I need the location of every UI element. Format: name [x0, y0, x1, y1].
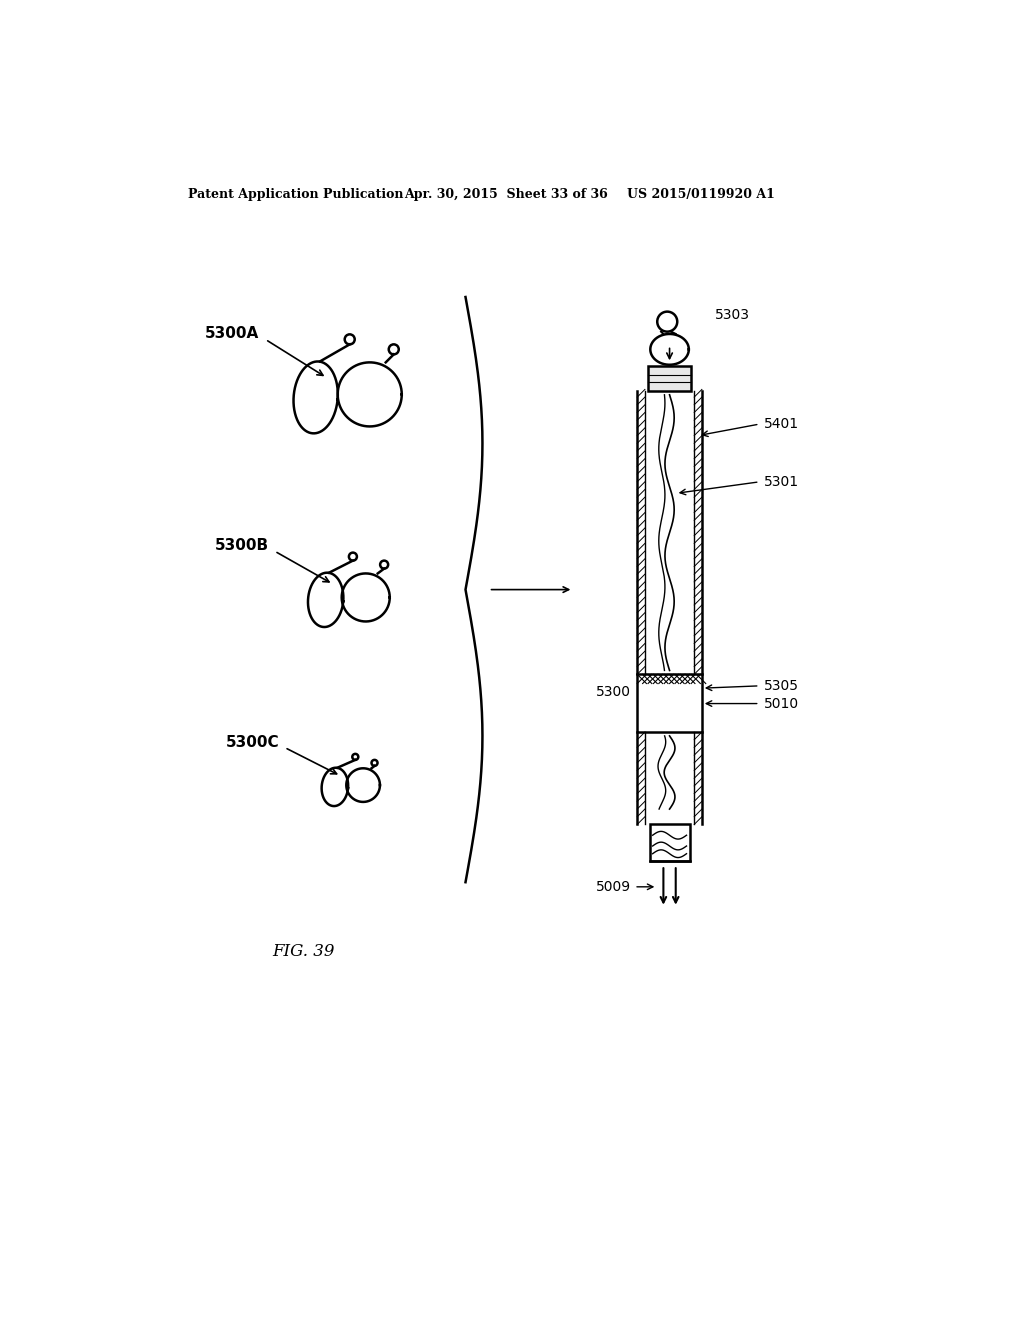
Text: 5401: 5401: [764, 417, 799, 432]
Text: Apr. 30, 2015  Sheet 33 of 36: Apr. 30, 2015 Sheet 33 of 36: [403, 187, 607, 201]
Bar: [648, 367, 691, 391]
Bar: [694, 391, 701, 675]
Text: 5300C: 5300C: [225, 734, 280, 750]
Text: 5305: 5305: [764, 678, 799, 693]
Text: 5300: 5300: [596, 685, 631, 698]
Text: 5010: 5010: [764, 697, 799, 710]
Text: 5300B: 5300B: [215, 539, 269, 553]
Text: FIG. 39: FIG. 39: [272, 942, 335, 960]
Text: 5009: 5009: [596, 880, 631, 894]
Text: Patent Application Publication: Patent Application Publication: [188, 187, 403, 201]
Bar: [637, 391, 645, 675]
Text: 5300A: 5300A: [205, 326, 259, 342]
Bar: [637, 675, 701, 733]
Text: US 2015/0119920 A1: US 2015/0119920 A1: [628, 187, 775, 201]
Bar: [649, 825, 689, 862]
Text: 5301: 5301: [764, 475, 799, 488]
Text: 5303: 5303: [715, 309, 750, 322]
